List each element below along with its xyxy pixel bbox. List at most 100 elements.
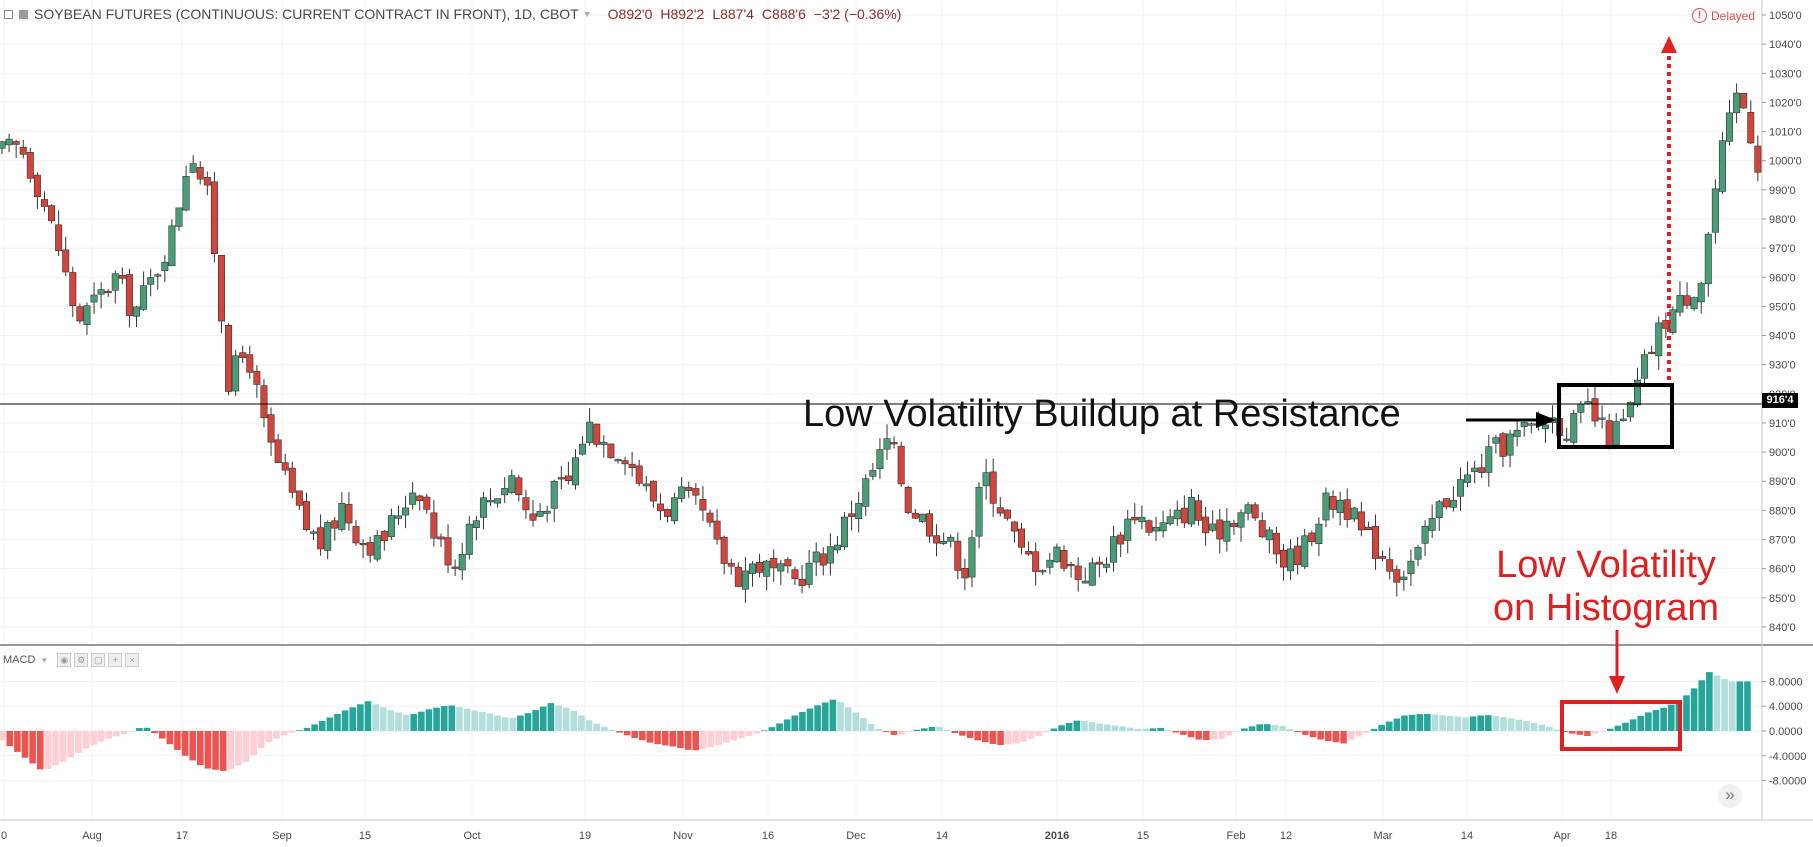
format-icon[interactable]: ▢ [91,653,106,667]
histogram-bar-positive [456,707,463,731]
price-tick-label: 860'0 [1769,564,1796,576]
add-icon[interactable]: + [108,653,123,667]
histogram-bar-negative [242,731,250,762]
histogram-bar-positive [1279,726,1286,731]
candle-down [713,520,721,540]
grid-lines [0,0,1762,820]
time-tick-label: 15 [359,830,371,842]
symbol-dropdown-icon[interactable]: ▼ [582,9,592,19]
candle-down [1379,556,1387,559]
histogram-bar-negative [174,731,181,750]
scroll-to-end-icon[interactable]: » [1718,784,1742,808]
time-tick-label: 14 [936,830,948,842]
histogram-bar-negative [700,731,707,749]
histogram-bar-negative [905,731,913,733]
histogram-bar-negative [1347,731,1355,740]
time-tick-label: 2016 [1045,830,1069,842]
histogram-bar-negative [1210,731,1218,740]
candle-down [989,471,997,504]
histogram-bar-positive [1157,727,1164,731]
histogram-bar-negative [623,731,631,736]
candle-up [1449,500,1457,508]
candle-down [607,443,615,458]
candle-up [1173,509,1181,520]
histogram-bar-negative [212,731,219,770]
histogram-bar-negative [1309,731,1317,738]
price-tick-label: 1010'0 [1769,127,1802,139]
candle-up [1088,562,1096,586]
candle-up [1690,297,1698,310]
histogram-bar-positive [349,707,357,731]
candle-up [394,515,402,519]
histogram-bar-positive [1378,724,1385,731]
time-tick-label: Mar [1374,830,1393,842]
histogram-bar-positive [1698,680,1706,731]
candle-down [430,512,438,539]
close-icon[interactable]: × [125,653,140,667]
candle-down [593,423,601,445]
price-tick-label: 990'0 [1769,185,1796,197]
histogram-bar-negative [250,731,257,756]
delayed-badge[interactable]: ! Delayed [1692,8,1755,23]
candle-down [557,477,565,480]
settings-icon[interactable]: ⚙ [74,653,89,667]
symbol-title[interactable]: SOYBEAN FUTURES (CONTINUOUS: CURRENT CON… [34,6,579,22]
histogram-bar-positive [1111,725,1119,731]
candle-up [1124,518,1132,541]
histogram-bar-positive [1416,714,1424,731]
histogram-bar-negative [1599,731,1606,732]
collapse-icon[interactable] [4,9,13,19]
candle-up [182,176,190,211]
histogram-bar-negative [235,731,242,766]
macd-tick-label: -8.0000 [1769,776,1806,788]
time-tick-label: 16 [762,830,774,842]
price-tick-label: 880'0 [1769,505,1796,517]
candle-down [1308,532,1316,543]
histogram-bar-positive [1454,716,1462,731]
histogram-bar-negative [1012,731,1020,744]
time-tick-label: Feb [1227,830,1246,842]
macd-dropdown-icon[interactable]: ▼ [40,655,49,665]
candle-down [104,290,112,294]
histogram-annotation-line1: Low Volatility [1496,544,1716,586]
candle-up [1492,437,1500,444]
histogram-bar-negative [1203,731,1210,740]
candle-down [692,488,700,496]
candle-up [1237,512,1245,528]
candle-up [97,289,105,295]
candle-down [933,535,941,544]
histogram-bar-negative [113,731,120,737]
histogram-bar-negative [1340,731,1347,744]
candle-down [1032,551,1040,572]
candle-up [1187,497,1195,525]
candle-up [777,563,785,572]
histogram-bar-positive [776,723,783,731]
histogram-bar-negative [14,731,21,752]
price-tick-label: 840'0 [1769,622,1796,634]
candle-down [225,324,233,392]
histogram-bar-positive [509,717,517,731]
histogram-bar-positive [1492,716,1500,731]
histogram-bar-negative [1218,731,1225,740]
histogram-bar-negative [745,731,753,737]
histogram-bar-positive [1614,725,1622,731]
histogram-bar-positive [372,704,379,731]
candle-down [734,566,742,587]
histogram-bar-positive [1401,715,1408,731]
histogram-bar-positive [593,723,600,731]
visibility-icon[interactable]: ◉ [57,653,72,667]
macd-label[interactable]: MACD [3,654,36,666]
histogram-bar-negative [105,731,113,739]
histogram-bar-positive [136,728,143,731]
candle-down [664,509,672,517]
candle-down [1095,561,1103,565]
macd-tick-label: 8.0000 [1769,676,1803,688]
histogram-bar-negative [722,731,730,743]
open-value: O892'0 [607,6,653,22]
candle-down [451,566,459,569]
histogram-bar-positive [1736,681,1744,731]
time-tick-label: Apr [1553,830,1570,842]
candle-up [1598,417,1606,420]
candle-up [1209,523,1217,531]
price-tick-label: 850'0 [1769,593,1796,605]
